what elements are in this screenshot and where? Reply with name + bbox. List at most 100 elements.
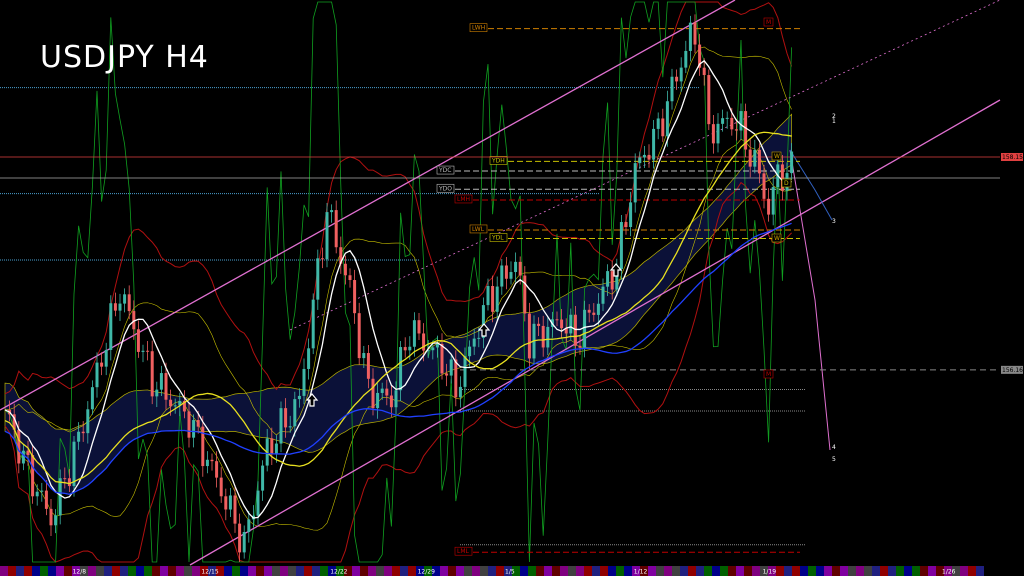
- session-strip-cell: [792, 566, 800, 576]
- candle-body: [155, 389, 159, 397]
- session-strip-cell: [688, 566, 696, 576]
- x-tick-label: 12/29: [418, 569, 435, 576]
- session-strip-cell: [784, 566, 792, 576]
- session-strip-cell: [512, 566, 520, 576]
- candle-body: [12, 414, 16, 430]
- session-strip-cell: [160, 566, 168, 576]
- session-strip-cell: [88, 566, 96, 576]
- session-strip-cell: [928, 566, 936, 576]
- session-strip-cell: [504, 566, 512, 576]
- bollinger-lower: [4, 181, 792, 563]
- x-tick-label: 12/22: [330, 569, 347, 576]
- candle-body: [205, 459, 209, 467]
- session-strip-cell: [824, 566, 832, 576]
- candle-body: [601, 286, 605, 304]
- candle-body: [123, 294, 127, 304]
- candle-body: [242, 531, 246, 553]
- candle-body: [40, 490, 44, 492]
- session-strip-cell: [488, 566, 496, 576]
- session-strip-cell: [944, 566, 952, 576]
- candle-body: [284, 408, 288, 428]
- x-tick-label: 1/26: [942, 569, 956, 576]
- ma-slow-line: [4, 222, 792, 496]
- candle-body: [578, 345, 582, 348]
- session-strip-cell: [848, 566, 856, 576]
- candle-body: [159, 373, 163, 390]
- session-strip-cell: [568, 566, 576, 576]
- candle-body: [753, 149, 757, 167]
- level-label-box: [454, 194, 473, 204]
- session-strip-cell: [328, 566, 336, 576]
- candle-body: [583, 309, 587, 348]
- session-strip-cell: [560, 566, 568, 576]
- candle-body: [343, 263, 347, 276]
- session-strip-cell: [800, 566, 808, 576]
- candle-body: [21, 450, 25, 464]
- session-strip-cell: [864, 566, 872, 576]
- candle-body: [780, 164, 784, 191]
- chart-title: USDJPY H4: [40, 40, 209, 75]
- wave-label: 2: [832, 113, 836, 120]
- candle-body: [698, 44, 702, 68]
- candle-body: [431, 347, 435, 351]
- candle-body: [389, 395, 393, 408]
- candle-body: [104, 349, 108, 367]
- candle-body: [564, 328, 568, 334]
- level-label-box: [489, 233, 508, 242]
- projection-line: [789, 149, 833, 221]
- session-strip-cell: [320, 566, 328, 576]
- candle-body: [238, 523, 242, 553]
- session-strip-cell: [776, 566, 784, 576]
- candle-body: [215, 461, 219, 478]
- session-strip-cell: [56, 566, 64, 576]
- session-strip-cell: [32, 566, 40, 576]
- session-strip-cell: [664, 566, 672, 576]
- candle-body: [187, 411, 191, 438]
- candle-body: [394, 390, 398, 408]
- candle-body: [606, 271, 610, 287]
- projection-line: [789, 149, 831, 451]
- candle-body: [325, 212, 329, 260]
- session-strip-cell: [72, 566, 80, 576]
- candle-body: [127, 294, 131, 312]
- session-strip-cell: [680, 566, 688, 576]
- candle-body: [790, 151, 794, 174]
- candle-body: [403, 347, 407, 351]
- session-strip-cell: [616, 566, 624, 576]
- candle-body: [702, 67, 706, 76]
- session-strip-cell: [416, 566, 424, 576]
- session-strip-cell: [720, 566, 728, 576]
- wave-label: 3: [832, 218, 836, 225]
- channel-lower-line: [189, 99, 1001, 566]
- candle-body: [725, 117, 729, 119]
- candle-body: [468, 346, 472, 357]
- marker-box: [781, 178, 792, 188]
- candle-body: [67, 478, 71, 487]
- candle-body: [560, 319, 564, 329]
- candle-body: [767, 198, 771, 215]
- level-label-lwh: LWH: [472, 25, 485, 32]
- candle-body: [744, 111, 748, 150]
- marker-box: [771, 233, 782, 243]
- x-tick-label: 12/15: [201, 569, 218, 576]
- candle-body: [279, 408, 283, 444]
- candle-body: [642, 154, 646, 158]
- candle-body: [486, 286, 490, 306]
- session-strip-cell: [24, 566, 32, 576]
- x-tick-label: 1/19: [763, 569, 777, 576]
- candle-body: [477, 337, 481, 339]
- session-strip-cell: [200, 566, 208, 576]
- session-strip-cell: [592, 566, 600, 576]
- candle-body: [100, 362, 104, 367]
- candle-body: [307, 348, 311, 369]
- candle-body: [63, 478, 67, 480]
- candle-body: [293, 399, 297, 427]
- candle-body: [44, 490, 48, 509]
- session-strip-cell: [768, 566, 776, 576]
- candle-body: [537, 323, 541, 326]
- candle-body: [587, 309, 591, 313]
- session-strip-cell: [224, 566, 232, 576]
- candle-body: [495, 286, 499, 312]
- candle-body: [684, 50, 688, 68]
